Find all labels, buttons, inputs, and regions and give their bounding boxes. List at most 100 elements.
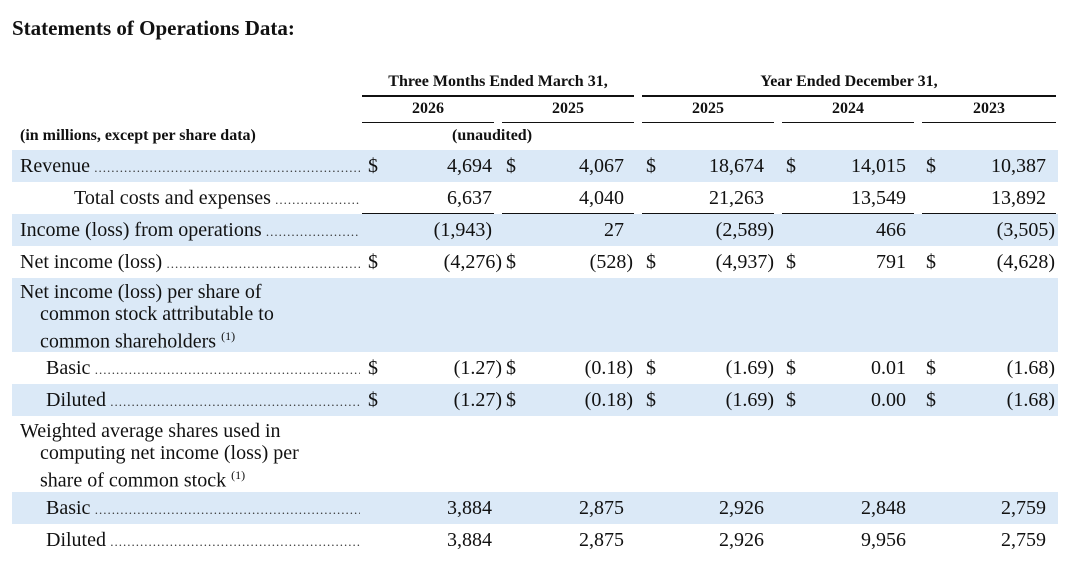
cell-value: (1,943) — [433, 219, 492, 241]
row-label: Basic — [46, 357, 360, 381]
cell-value: 13,549 — [851, 187, 906, 209]
cell-value: (0.18) — [584, 389, 633, 411]
table-row-eps-header: Net income (loss) per share of common st… — [12, 278, 1058, 353]
subtotal-rule-2 — [502, 213, 634, 215]
currency-symbol: $ — [926, 251, 936, 273]
table-row-eps-diluted: Diluted $ (1.27) $ (0.18) $ (1.69) $ 0.0… — [12, 384, 1058, 416]
cell-value: 2,926 — [719, 529, 764, 551]
label-line: Weighted average shares used in — [20, 420, 281, 442]
currency-symbol: $ — [506, 357, 516, 379]
table-row-revenue: Revenue $ 4,694 $ 4,067 $ 18,674 $ 14,01… — [12, 150, 1058, 182]
row-label: Weighted average shares used in computin… — [20, 420, 299, 492]
cell-value: (1.69) — [725, 357, 774, 379]
cell-value: 9,956 — [861, 529, 906, 551]
currency-symbol: $ — [926, 155, 936, 177]
subtotal-rule-5 — [922, 213, 1056, 215]
cell-value: (1.68) — [1006, 357, 1055, 379]
table-row-income-operations: Income (loss) from operations (1,943) 27… — [12, 214, 1058, 246]
cell-value: (0.18) — [584, 357, 633, 379]
cell-value: 2,848 — [861, 497, 906, 519]
currency-symbol: $ — [506, 155, 516, 177]
cell-value: 2,759 — [1001, 497, 1046, 519]
currency-symbol: $ — [368, 357, 378, 379]
column-header-y-2025: 2025 — [692, 100, 724, 117]
row-label: Income (loss) from operations — [20, 219, 360, 243]
row-label: Revenue — [20, 155, 360, 179]
footnote-marker: (1) — [221, 329, 236, 343]
row-label: Total costs and expenses — [74, 187, 360, 211]
cell-value: 14,015 — [851, 155, 906, 177]
row-label: Diluted — [46, 389, 360, 413]
currency-symbol: $ — [646, 389, 656, 411]
header-three-months: Three Months Ended March 31, — [388, 73, 608, 90]
footnote-marker: (1) — [231, 468, 246, 482]
table-row-shares-basic: Basic 3,884 2,875 2,926 2,848 2,759 — [12, 492, 1058, 524]
cell-value: (528) — [589, 251, 633, 273]
column-header-q-2025: 2025 — [552, 100, 584, 117]
table-row-net-income: Net income (loss) $ (4,276) $ (528) $ (4… — [12, 246, 1058, 278]
row-label: Net income (loss) per share of common st… — [20, 281, 274, 353]
label-line: share of common stock (1) — [40, 468, 246, 492]
currency-symbol: $ — [646, 251, 656, 273]
currency-symbol: $ — [786, 251, 796, 273]
currency-symbol: $ — [926, 357, 936, 379]
currency-symbol: $ — [646, 155, 656, 177]
units-note: (in millions, except per share data) — [20, 127, 256, 144]
subtotal-rule-3 — [642, 213, 774, 215]
header-rule-three-months — [362, 95, 634, 97]
currency-symbol: $ — [368, 251, 378, 273]
cell-value: 4,040 — [579, 187, 624, 209]
cell-value: 18,674 — [709, 155, 764, 177]
table-row-shares-header: Weighted average shares used in computin… — [12, 416, 1058, 492]
cell-value: (4,276) — [443, 251, 502, 273]
label-line: common shareholders (1) — [40, 329, 236, 353]
cell-value: (1.27) — [453, 357, 502, 379]
header-rule-year-ended — [642, 95, 1056, 97]
cell-value: 27 — [604, 219, 624, 241]
currency-symbol: $ — [786, 155, 796, 177]
cell-value: 4,694 — [447, 155, 492, 177]
table-row-total-costs: Total costs and expenses 6,637 4,040 21,… — [12, 182, 1058, 214]
unaudited-note: (unaudited) — [452, 127, 533, 144]
currency-symbol: $ — [506, 251, 516, 273]
column-header-y-2023: 2023 — [973, 100, 1005, 117]
cell-value: 2,926 — [719, 497, 764, 519]
cell-value: (2,589) — [715, 219, 774, 241]
cell-value: 6,637 — [447, 187, 492, 209]
table-row-shares-diluted: Diluted 3,884 2,875 2,926 9,956 2,759 — [12, 524, 1058, 556]
row-label: Net income (loss) — [20, 251, 360, 275]
column-header-y-2024: 2024 — [832, 100, 864, 117]
cell-value: 10,387 — [991, 155, 1046, 177]
currency-symbol: $ — [786, 389, 796, 411]
subtotal-rule-4 — [782, 213, 914, 215]
cell-value: 2,759 — [1001, 529, 1046, 551]
cell-value: 466 — [876, 219, 906, 241]
cell-value: (1.68) — [1006, 389, 1055, 411]
column-rule-3 — [642, 122, 774, 124]
table-row-eps-basic: Basic $ (1.27) $ (0.18) $ (1.69) $ 0.01 … — [12, 352, 1058, 384]
cell-value: 0.00 — [871, 389, 906, 411]
row-label: Basic — [46, 497, 360, 521]
cell-value: 2,875 — [579, 497, 624, 519]
column-rule-5 — [922, 122, 1056, 124]
currency-symbol: $ — [926, 389, 936, 411]
cell-value: 21,263 — [709, 187, 764, 209]
page-title: Statements of Operations Data: — [12, 16, 295, 40]
label-line: computing net income (loss) per — [40, 442, 299, 464]
cell-value: (1.69) — [725, 389, 774, 411]
cell-value: (1.27) — [453, 389, 502, 411]
currency-symbol: $ — [786, 357, 796, 379]
column-rule-2 — [502, 122, 634, 124]
currency-symbol: $ — [506, 389, 516, 411]
cell-value: 791 — [876, 251, 906, 273]
currency-symbol: $ — [368, 155, 378, 177]
cell-value: 13,892 — [991, 187, 1046, 209]
label-line: common stock attributable to — [40, 303, 274, 325]
currency-symbol: $ — [368, 389, 378, 411]
cell-value: 2,875 — [579, 529, 624, 551]
label-line: Net income (loss) per share of — [20, 281, 262, 303]
cell-value: (3,505) — [996, 219, 1055, 241]
cell-value: 3,884 — [447, 529, 492, 551]
subtotal-rule-1 — [362, 213, 494, 215]
header-year-ended: Year Ended December 31, — [760, 73, 938, 90]
